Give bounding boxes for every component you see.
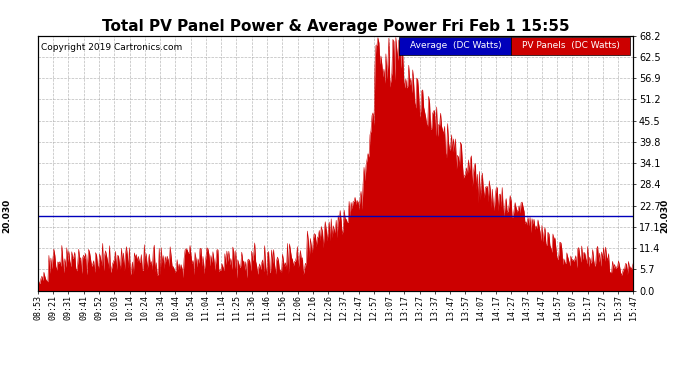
- Text: Average  (DC Watts): Average (DC Watts): [410, 41, 501, 50]
- Text: 20.030: 20.030: [660, 199, 669, 233]
- FancyBboxPatch shape: [400, 37, 511, 55]
- Title: Total PV Panel Power & Average Power Fri Feb 1 15:55: Total PV Panel Power & Average Power Fri…: [102, 20, 569, 34]
- FancyBboxPatch shape: [511, 37, 631, 55]
- Text: PV Panels  (DC Watts): PV Panels (DC Watts): [522, 41, 620, 50]
- Text: 20.030: 20.030: [2, 199, 11, 233]
- Text: Copyright 2019 Cartronics.com: Copyright 2019 Cartronics.com: [41, 43, 182, 52]
